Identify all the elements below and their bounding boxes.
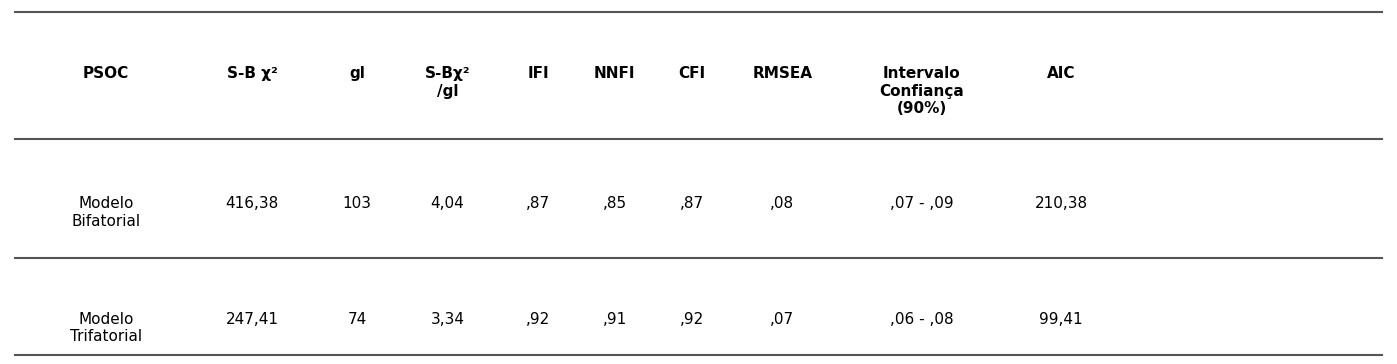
Text: AIC: AIC bbox=[1046, 66, 1076, 82]
Text: 4,04: 4,04 bbox=[430, 197, 464, 211]
Text: 74: 74 bbox=[348, 312, 366, 327]
Text: ,08: ,08 bbox=[770, 197, 795, 211]
Text: 416,38: 416,38 bbox=[226, 197, 279, 211]
Text: ,06 - ,08: ,06 - ,08 bbox=[890, 312, 953, 327]
Text: 103: 103 bbox=[342, 197, 372, 211]
Text: NNFI: NNFI bbox=[594, 66, 636, 82]
Text: ,87: ,87 bbox=[679, 197, 704, 211]
Text: 3,34: 3,34 bbox=[430, 312, 465, 327]
Text: gl: gl bbox=[349, 66, 365, 82]
Text: ,92: ,92 bbox=[679, 312, 704, 327]
Text: 210,38: 210,38 bbox=[1034, 197, 1087, 211]
Text: RMSEA: RMSEA bbox=[752, 66, 812, 82]
Text: S-Bχ²
/gl: S-Bχ² /gl bbox=[425, 66, 471, 99]
Text: Intervalo
Confiança
(90%): Intervalo Confiança (90%) bbox=[879, 66, 964, 116]
Text: ,91: ,91 bbox=[602, 312, 627, 327]
Text: CFI: CFI bbox=[678, 66, 705, 82]
Text: ,07: ,07 bbox=[770, 312, 795, 327]
Text: ,92: ,92 bbox=[527, 312, 550, 327]
Text: Modelo
Trifatorial: Modelo Trifatorial bbox=[70, 312, 142, 344]
Text: IFI: IFI bbox=[527, 66, 549, 82]
Text: ,85: ,85 bbox=[602, 197, 627, 211]
Text: S-B χ²: S-B χ² bbox=[226, 66, 278, 82]
Text: ,87: ,87 bbox=[527, 197, 550, 211]
Text: 99,41: 99,41 bbox=[1039, 312, 1083, 327]
Text: PSOC: PSOC bbox=[82, 66, 129, 82]
Text: ,07 - ,09: ,07 - ,09 bbox=[890, 197, 953, 211]
Text: Modelo
Bifatorial: Modelo Bifatorial bbox=[71, 197, 141, 229]
Text: 247,41: 247,41 bbox=[226, 312, 279, 327]
